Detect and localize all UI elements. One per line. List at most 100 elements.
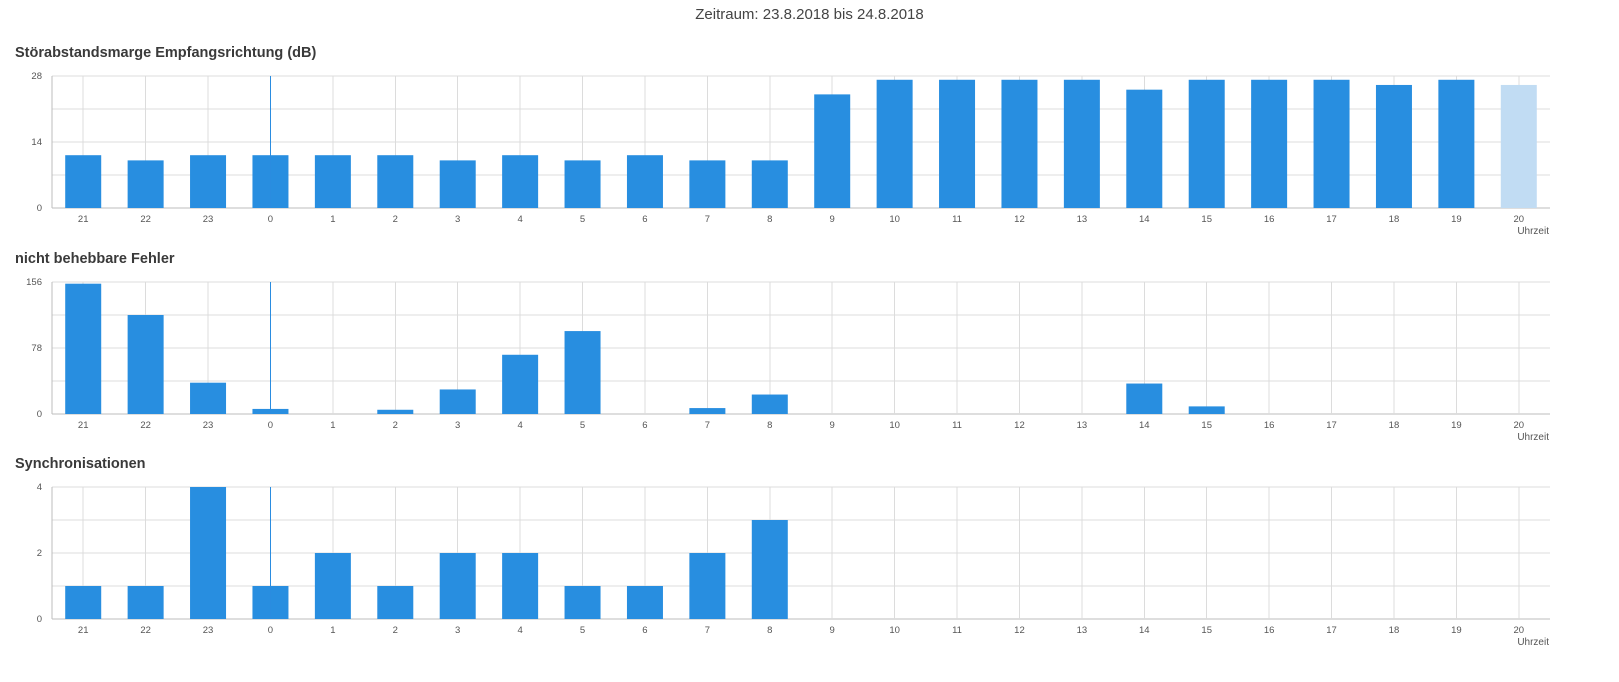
x-tick-label: 19 (1451, 214, 1462, 225)
x-tick-label: 19 (1451, 625, 1462, 636)
x-tick-label: 1 (330, 625, 335, 636)
x-tick-label: 0 (268, 420, 273, 431)
bar-8 (751, 394, 788, 414)
bar-4 (502, 354, 539, 414)
x-tick-label: 8 (767, 420, 772, 431)
x-tick-label: 5 (580, 420, 585, 431)
bar-6 (626, 586, 663, 619)
bar-5 (564, 586, 601, 619)
bar-6 (626, 155, 663, 208)
bar-22 (127, 586, 164, 619)
bar-19 (1438, 79, 1475, 209)
x-tick-label: 15 (1201, 420, 1212, 431)
x-tick-label: 7 (705, 214, 710, 225)
x-tick-label: 4 (517, 625, 522, 636)
bar-21 (65, 155, 102, 208)
x-unit-label: Uhrzeit (1517, 432, 1549, 443)
x-tick-label: 18 (1389, 214, 1400, 225)
chart-title-sync: Synchronisationen (15, 456, 146, 472)
bar-23 (190, 155, 227, 208)
x-tick-label: 15 (1201, 214, 1212, 225)
x-tick-label: 21 (78, 214, 89, 225)
x-tick-label: 18 (1389, 625, 1400, 636)
x-unit-label: Uhrzeit (1517, 637, 1549, 648)
x-tick-label: 10 (889, 214, 900, 225)
x-tick-label: 2 (393, 420, 398, 431)
x-tick-label: 23 (203, 420, 214, 431)
x-tick-label: 11 (952, 214, 962, 225)
bar-2 (377, 155, 414, 208)
x-tick-label: 17 (1326, 214, 1337, 225)
x-tick-label: 6 (642, 214, 647, 225)
x-tick-label: 7 (705, 625, 710, 636)
chart-title-snr: Störabstandsmarge Empfangsrichtung (dB) (15, 45, 317, 61)
period-label: Zeitraum: 23.8.2018 bis 24.8.2018 (695, 6, 924, 23)
x-tick-label: 2 (393, 625, 398, 636)
bar-8 (751, 160, 788, 208)
x-tick-label: 17 (1326, 625, 1337, 636)
bar-7 (689, 408, 726, 414)
bar-3 (439, 160, 476, 208)
bar-17 (1313, 79, 1350, 209)
bar-20 (1500, 84, 1537, 208)
x-unit-label: Uhrzeit (1517, 226, 1549, 237)
x-tick-label: 1 (330, 214, 335, 225)
bar-15 (1188, 79, 1225, 209)
chart-title-errors: nicht behebbare Fehler (15, 251, 175, 267)
x-tick-label: 22 (140, 420, 151, 431)
x-tick-label: 13 (1077, 214, 1088, 225)
bar-10 (876, 79, 913, 209)
bar-8 (751, 520, 788, 619)
x-tick-label: 18 (1389, 420, 1400, 431)
bar-2 (377, 586, 414, 619)
bar-9 (814, 94, 851, 208)
bar-3 (439, 389, 476, 414)
x-tick-label: 6 (642, 420, 647, 431)
x-tick-label: 16 (1264, 625, 1275, 636)
bar-3 (439, 553, 476, 619)
x-tick-label: 11 (952, 625, 962, 636)
x-tick-label: 19 (1451, 420, 1462, 431)
bar-5 (564, 160, 601, 208)
x-tick-label: 22 (140, 625, 151, 636)
bar-15 (1188, 406, 1225, 414)
x-tick-label: 20 (1514, 625, 1525, 636)
bar-18 (1375, 84, 1412, 208)
x-tick-label: 3 (455, 214, 460, 225)
x-tick-label: 8 (767, 214, 772, 225)
y-tick-label: 28 (31, 71, 42, 82)
x-tick-label: 0 (268, 214, 273, 225)
x-tick-label: 21 (78, 420, 89, 431)
x-tick-label: 12 (1014, 625, 1025, 636)
bar-7 (689, 160, 726, 208)
x-tick-label: 12 (1014, 214, 1025, 225)
x-tick-label: 16 (1264, 214, 1275, 225)
y-tick-label: 0 (37, 203, 42, 214)
x-tick-label: 10 (889, 625, 900, 636)
bar-12 (1001, 79, 1038, 209)
y-tick-label: 2 (37, 548, 42, 559)
x-tick-label: 4 (517, 420, 522, 431)
bar-23 (190, 382, 227, 414)
bar-4 (502, 553, 539, 619)
x-tick-label: 9 (830, 420, 835, 431)
x-tick-label: 22 (140, 214, 151, 225)
bar-21 (65, 586, 102, 619)
x-tick-label: 10 (889, 420, 900, 431)
bar-21 (65, 283, 102, 414)
y-tick-label: 0 (37, 409, 42, 420)
x-tick-label: 5 (580, 625, 585, 636)
bar-2 (377, 409, 414, 414)
x-tick-label: 23 (203, 625, 214, 636)
x-tick-label: 3 (455, 420, 460, 431)
x-tick-label: 6 (642, 625, 647, 636)
y-tick-label: 78 (31, 343, 42, 354)
bar-14 (1126, 383, 1163, 414)
bar-14 (1126, 89, 1163, 208)
bar-22 (127, 315, 164, 414)
bar-5 (564, 331, 601, 414)
y-tick-label: 156 (26, 277, 42, 288)
bar-1 (314, 553, 351, 619)
x-tick-label: 13 (1077, 625, 1088, 636)
